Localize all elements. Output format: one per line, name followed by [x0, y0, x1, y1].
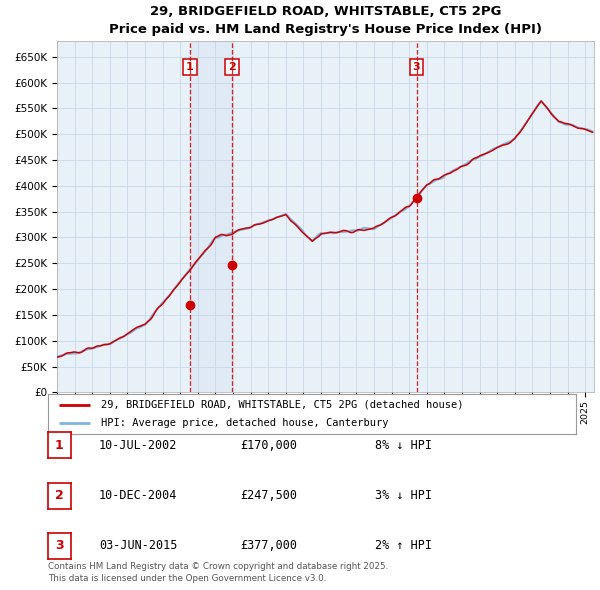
Text: £170,000: £170,000 [240, 439, 297, 452]
Text: 29, BRIDGEFIELD ROAD, WHITSTABLE, CT5 2PG (detached house): 29, BRIDGEFIELD ROAD, WHITSTABLE, CT5 2P… [101, 400, 463, 410]
Text: 10-DEC-2004: 10-DEC-2004 [99, 489, 178, 502]
Text: 3: 3 [55, 539, 64, 552]
Text: £247,500: £247,500 [240, 489, 297, 502]
Text: Contains HM Land Registry data © Crown copyright and database right 2025.
This d: Contains HM Land Registry data © Crown c… [48, 562, 388, 583]
Bar [190, 41, 232, 392]
Text: 3% ↓ HPI: 3% ↓ HPI [375, 489, 432, 502]
Text: 8% ↓ HPI: 8% ↓ HPI [375, 439, 432, 452]
Text: 03-JUN-2015: 03-JUN-2015 [99, 539, 178, 552]
Text: £377,000: £377,000 [240, 539, 297, 552]
Text: 2: 2 [228, 62, 236, 72]
Text: 2: 2 [55, 489, 64, 502]
Text: 1: 1 [186, 62, 194, 72]
Text: HPI: Average price, detached house, Canterbury: HPI: Average price, detached house, Cant… [101, 418, 388, 428]
Text: 1: 1 [55, 439, 64, 452]
Text: 10-JUL-2002: 10-JUL-2002 [99, 439, 178, 452]
Text: 3: 3 [413, 62, 421, 72]
Text: 2% ↑ HPI: 2% ↑ HPI [375, 539, 432, 552]
Title: 29, BRIDGEFIELD ROAD, WHITSTABLE, CT5 2PG
Price paid vs. HM Land Registry's Hous: 29, BRIDGEFIELD ROAD, WHITSTABLE, CT5 2P… [109, 5, 542, 36]
